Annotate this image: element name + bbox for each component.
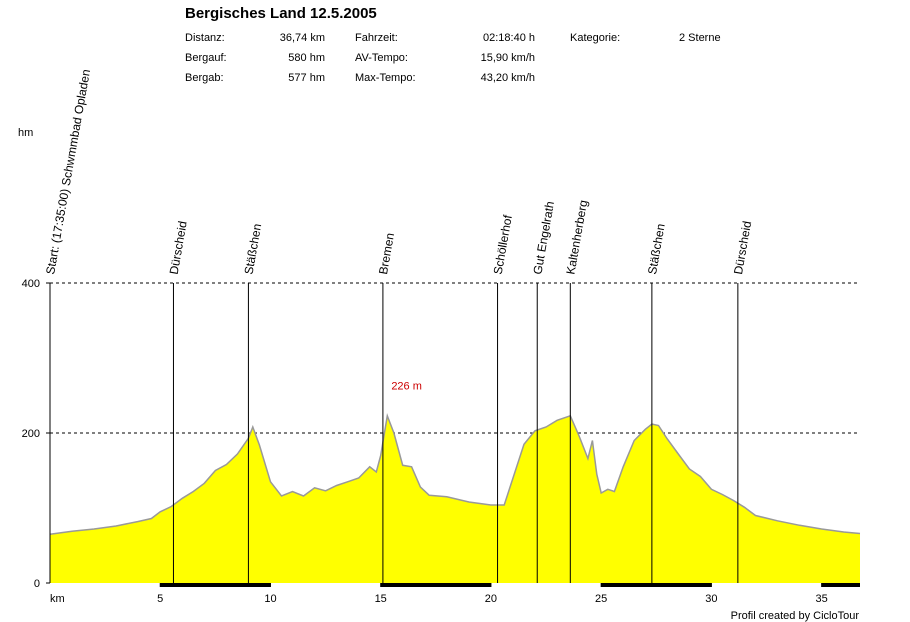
waypoint-label-5: Gut Engelrath bbox=[530, 200, 557, 275]
stat-label-bergab: Bergab: bbox=[185, 72, 224, 84]
waypoint-label-7: Stäßchen bbox=[645, 222, 668, 275]
x-tick-label-0: 5 bbox=[157, 593, 163, 605]
x-tick-label-2: 15 bbox=[375, 593, 387, 605]
stat-label-max-tempo: Max-Tempo: bbox=[355, 72, 416, 84]
x-axis-label: km bbox=[50, 593, 65, 605]
stat-value-fahrzeit: 02:18:40 h bbox=[483, 32, 535, 44]
y-tick-label-1: 200 bbox=[22, 428, 40, 440]
stat-value-av-tempo: 15,90 km/h bbox=[480, 52, 535, 64]
y-axis-label: hm bbox=[18, 127, 33, 139]
stat-label-bergauf: Bergauf: bbox=[185, 52, 227, 64]
waypoint-label-1: Dürscheid bbox=[167, 220, 190, 276]
stat-value-bergab: 577 hm bbox=[288, 72, 325, 84]
stat-label-distanz: Distanz: bbox=[185, 32, 225, 44]
y-tick-label-0: 0 bbox=[34, 578, 40, 590]
waypoint-label-2: Stäßchen bbox=[242, 222, 265, 275]
x-tick-label-1: 10 bbox=[264, 593, 276, 605]
stat-value-distanz: 36,74 km bbox=[279, 32, 325, 44]
km-segment-6 bbox=[711, 583, 822, 587]
stat-value-bergauf: 580 hm bbox=[288, 52, 325, 64]
stat-label-av-tempo: AV-Tempo: bbox=[355, 52, 408, 64]
km-segment-2 bbox=[270, 583, 381, 587]
stat-value-max-tempo: 43,20 km/h bbox=[480, 72, 535, 84]
km-segment-3 bbox=[380, 583, 491, 587]
max-elevation-label: 226 m bbox=[391, 381, 422, 393]
y-tick-label-2: 400 bbox=[22, 278, 40, 290]
km-segment-1 bbox=[160, 583, 271, 587]
stat-label-kategorie: Kategorie: bbox=[570, 32, 621, 44]
stat-value-kategorie: 2 Sterne bbox=[679, 32, 721, 44]
waypoint-label-4: Schöllerhof bbox=[491, 213, 515, 275]
x-tick-label-6: 35 bbox=[816, 593, 828, 605]
waypoint-label-8: Dürscheid bbox=[731, 220, 754, 276]
credit-text: Profil created by CicloTour bbox=[731, 610, 860, 622]
waypoint-label-3: Bremen bbox=[376, 232, 397, 276]
km-segment-7 bbox=[821, 583, 860, 587]
stat-label-fahrzeit: Fahrzeit: bbox=[355, 32, 398, 44]
km-segment-0 bbox=[50, 583, 161, 587]
waypoint-label-0: Start: (17:35:00) Schwmmbad Opladen bbox=[43, 68, 93, 275]
x-tick-label-4: 25 bbox=[595, 593, 607, 605]
elevation-line bbox=[49, 412, 861, 536]
km-segment-4 bbox=[490, 583, 602, 587]
chart-title: Bergisches Land 12.5.2005 bbox=[185, 5, 377, 22]
km-segment-5 bbox=[601, 583, 712, 587]
waypoint-label-6: Kaltenherberg bbox=[563, 199, 590, 276]
x-tick-label-5: 30 bbox=[705, 593, 717, 605]
x-tick-label-3: 20 bbox=[485, 593, 497, 605]
